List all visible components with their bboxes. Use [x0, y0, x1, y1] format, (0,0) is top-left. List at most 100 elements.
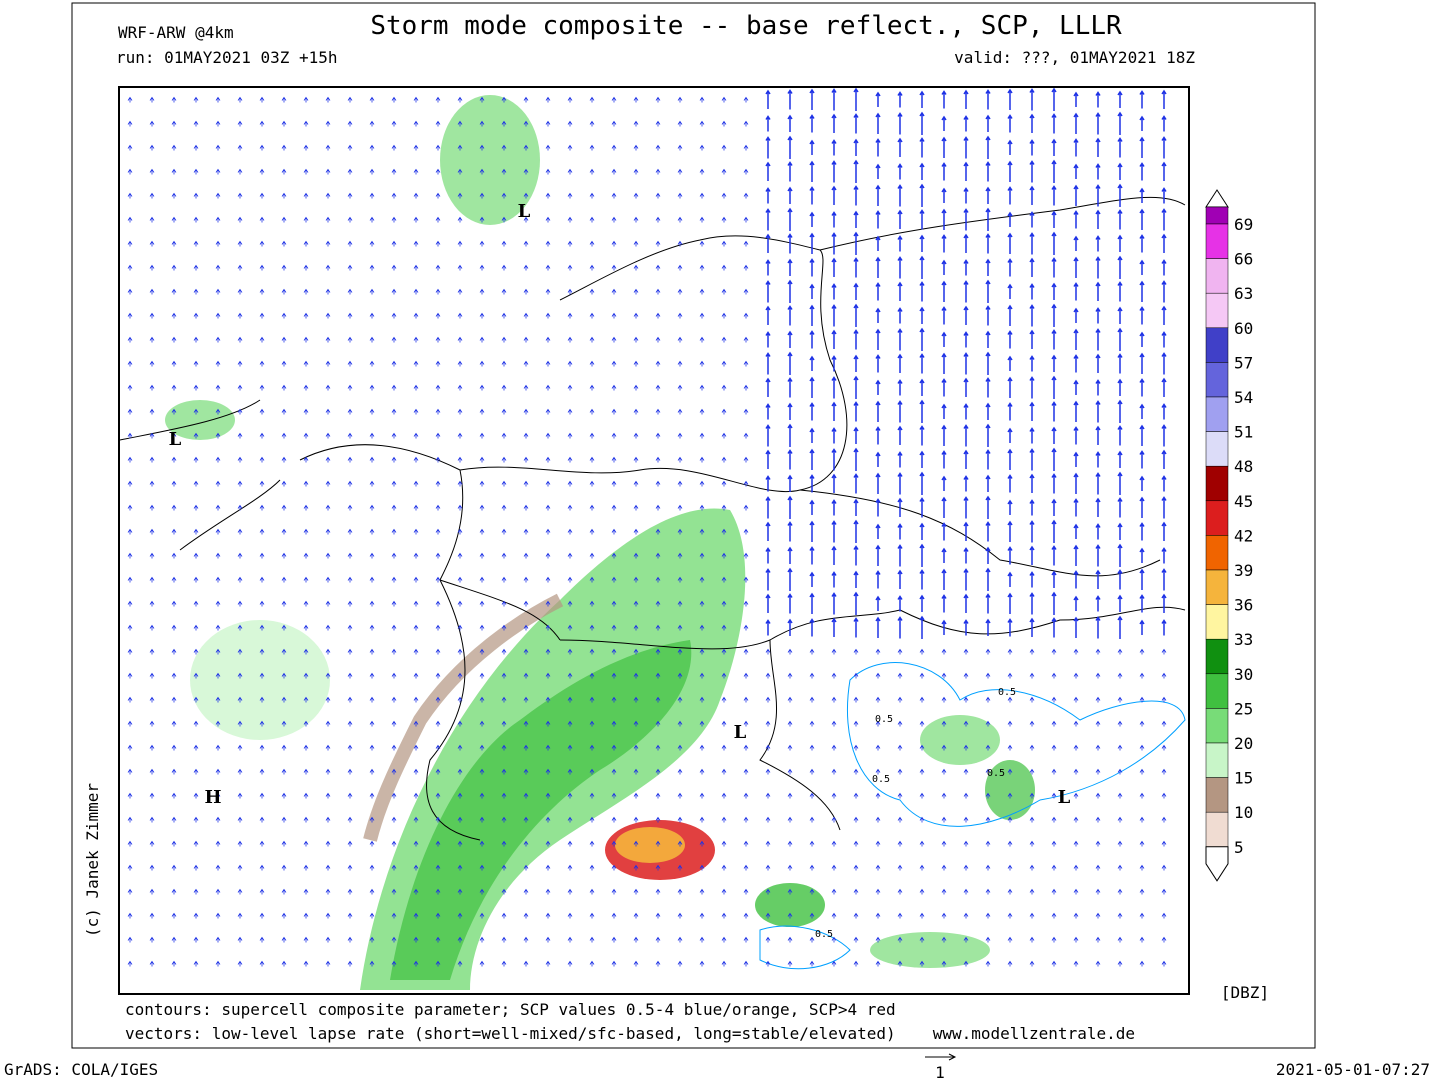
- vector: [193, 840, 199, 847]
- vector: [611, 840, 617, 847]
- vector: [985, 305, 991, 326]
- vector: [677, 120, 683, 127]
- vector: [259, 960, 265, 967]
- vector: [1095, 523, 1101, 540]
- vector: [721, 528, 727, 535]
- vector: [787, 840, 793, 847]
- vector: [853, 401, 859, 422]
- vector: [1095, 696, 1101, 703]
- vector: [347, 720, 353, 727]
- vector: [369, 456, 375, 463]
- vector: [237, 648, 243, 655]
- vector: [347, 792, 353, 799]
- vector: [787, 792, 793, 799]
- vector: [919, 912, 925, 919]
- vector: [193, 504, 199, 511]
- vector: [1029, 329, 1035, 349]
- vector: [875, 744, 881, 751]
- vector: [479, 744, 485, 751]
- vector: [1073, 379, 1079, 395]
- vector: [1139, 306, 1145, 325]
- vector: [897, 235, 903, 252]
- vector: [127, 504, 133, 511]
- vector: [1007, 448, 1013, 470]
- vector: [259, 456, 265, 463]
- vector: [699, 624, 705, 631]
- vector: [897, 544, 903, 567]
- vector: [325, 600, 331, 607]
- vector: [1051, 329, 1057, 350]
- vector: [149, 168, 155, 175]
- vector: [699, 168, 705, 175]
- vector: [413, 888, 419, 895]
- vector: [127, 240, 133, 247]
- vector: [1095, 497, 1101, 517]
- vector: [303, 768, 309, 775]
- vector: [193, 552, 199, 559]
- vector: [215, 96, 221, 103]
- vector: [853, 840, 859, 847]
- vector: [655, 240, 661, 247]
- vector: [941, 234, 947, 253]
- vector: [457, 384, 463, 391]
- vector: [413, 168, 419, 175]
- vector: [897, 184, 903, 207]
- vector: [809, 618, 815, 637]
- vector: [303, 648, 309, 655]
- vector: [413, 384, 419, 391]
- vector: [127, 432, 133, 439]
- vector: [1007, 888, 1013, 895]
- vector: [281, 360, 287, 367]
- vector: [831, 768, 837, 775]
- vector: [765, 593, 771, 613]
- vector: [853, 912, 859, 919]
- vector: [633, 120, 639, 127]
- vector: [567, 936, 573, 943]
- vector: [215, 336, 221, 343]
- vector: [325, 528, 331, 535]
- vector: [127, 96, 133, 103]
- vector: [985, 474, 991, 492]
- vector: [875, 595, 881, 611]
- vector: [171, 168, 177, 175]
- colorbar-top: [1205, 189, 1229, 208]
- vector: [127, 720, 133, 727]
- vector: [699, 240, 705, 247]
- vector: [743, 864, 749, 871]
- vector: [677, 408, 683, 415]
- vector: [633, 288, 639, 295]
- vector: [545, 312, 551, 319]
- vector: [853, 257, 859, 278]
- vector: [127, 840, 133, 847]
- vector: [633, 624, 639, 631]
- vector: [677, 432, 683, 439]
- vector: [391, 456, 397, 463]
- vector: [765, 672, 771, 679]
- vector: [633, 912, 639, 919]
- vector: [919, 615, 925, 639]
- vector: [699, 480, 705, 487]
- vector: [853, 570, 859, 588]
- vector: [1029, 139, 1035, 156]
- vector: [765, 568, 771, 591]
- vector: [1161, 259, 1167, 276]
- vector: [1117, 792, 1123, 799]
- vector: [1051, 696, 1057, 703]
- vector: [413, 144, 419, 151]
- vector: [831, 936, 837, 943]
- vector: [149, 288, 155, 295]
- vector: [1029, 617, 1035, 637]
- vector: [985, 912, 991, 919]
- vector: [1095, 792, 1101, 799]
- vector: [237, 768, 243, 775]
- vector: [457, 696, 463, 703]
- vector: [963, 648, 969, 655]
- vector: [193, 768, 199, 775]
- vector: [677, 888, 683, 895]
- vector: [721, 912, 727, 919]
- vector: [1095, 307, 1101, 324]
- vector: [237, 336, 243, 343]
- vector: [567, 96, 573, 103]
- vector: [215, 936, 221, 943]
- vector: [193, 528, 199, 535]
